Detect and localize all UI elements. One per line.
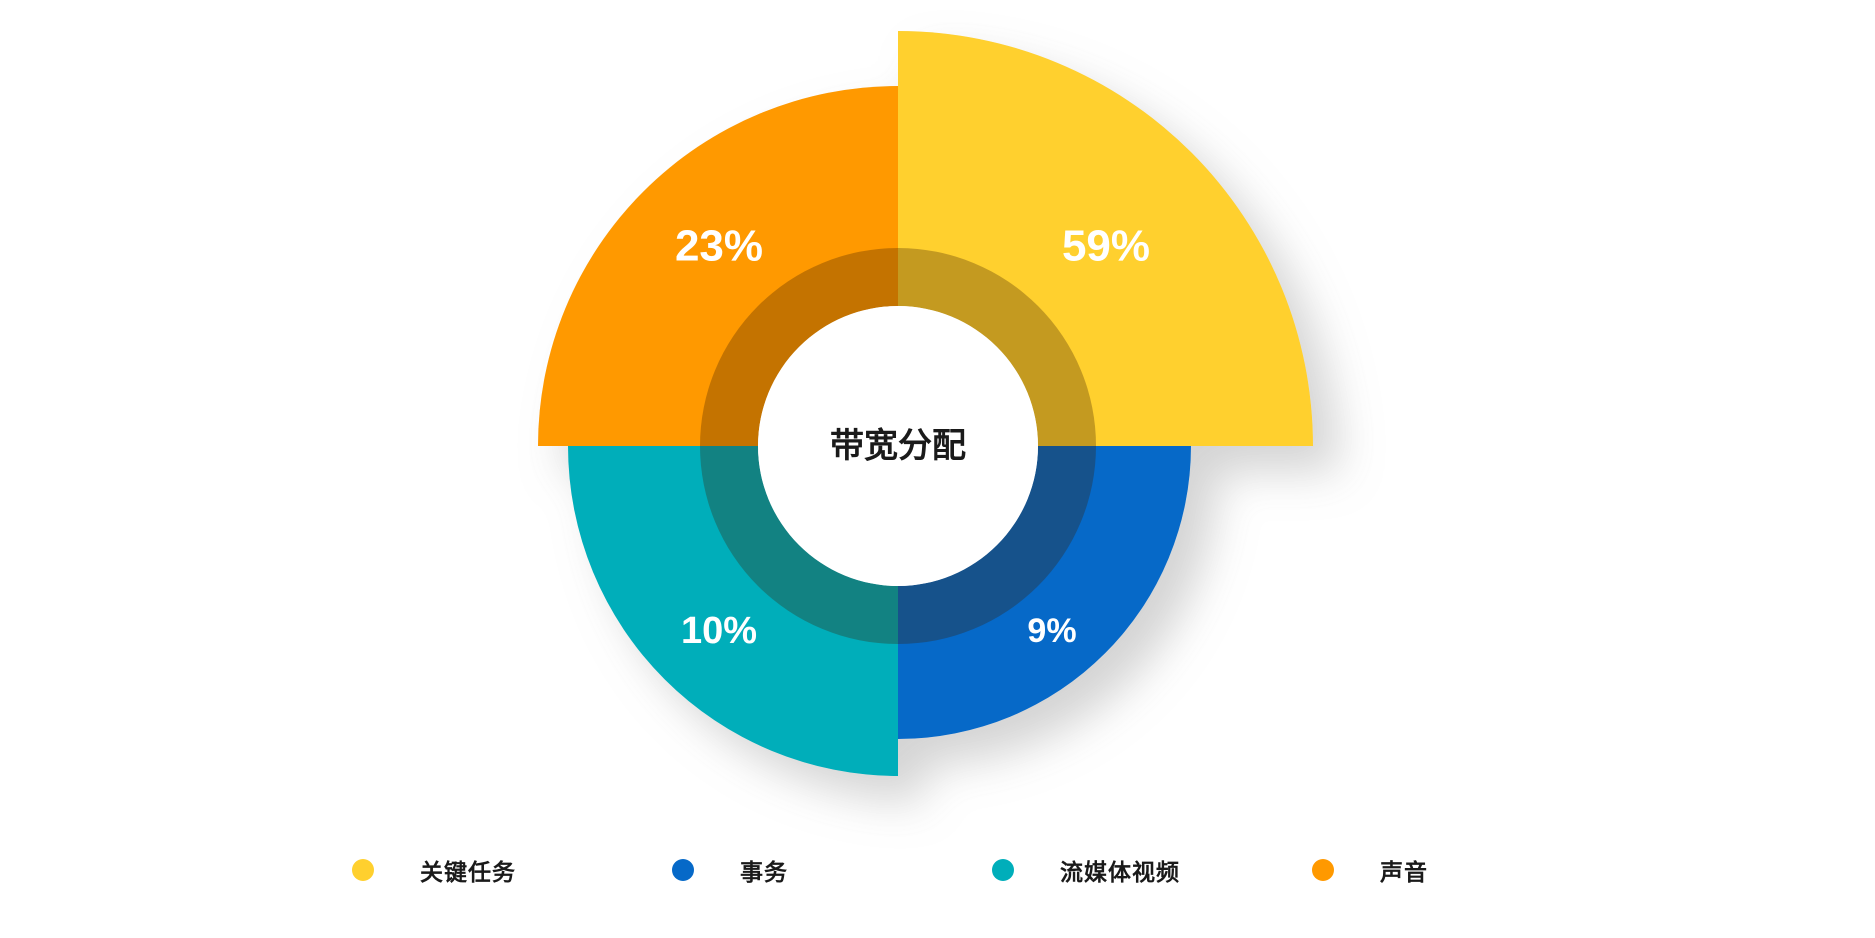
legend-item-liumeiti-shipin[interactable]: 流媒体视频 bbox=[992, 853, 1312, 887]
legend-item-guanjian-renwu[interactable]: 关键任务 bbox=[352, 853, 672, 887]
legend: 关键任务 事务 流媒体视频 声音 bbox=[0, 845, 1875, 895]
slice-guanjian-renwu[interactable] bbox=[898, 31, 1313, 446]
legend-item-label: 流媒体视频 bbox=[1060, 859, 1180, 885]
legend-item-label: 声音 bbox=[1380, 859, 1428, 885]
center-hole bbox=[758, 306, 1038, 586]
legend-dot-icon bbox=[1312, 859, 1334, 881]
legend-item-shiwu[interactable]: 事务 bbox=[672, 853, 992, 887]
center-title: 带宽分配 bbox=[830, 426, 966, 465]
legend-dot-icon bbox=[992, 859, 1014, 881]
slice-label-10: 10% bbox=[681, 610, 757, 652]
slice-label-59: 59% bbox=[1062, 222, 1150, 271]
legend-dot-icon bbox=[672, 859, 694, 881]
legend-item-label: 事务 bbox=[740, 859, 788, 885]
slice-label-9: 9% bbox=[1027, 612, 1076, 650]
slice-label-23: 23% bbox=[675, 222, 763, 271]
legend-item-label: 关键任务 bbox=[420, 859, 516, 885]
legend-dot-icon bbox=[352, 859, 374, 881]
legend-item-shengyin[interactable]: 声音 bbox=[1312, 853, 1632, 887]
